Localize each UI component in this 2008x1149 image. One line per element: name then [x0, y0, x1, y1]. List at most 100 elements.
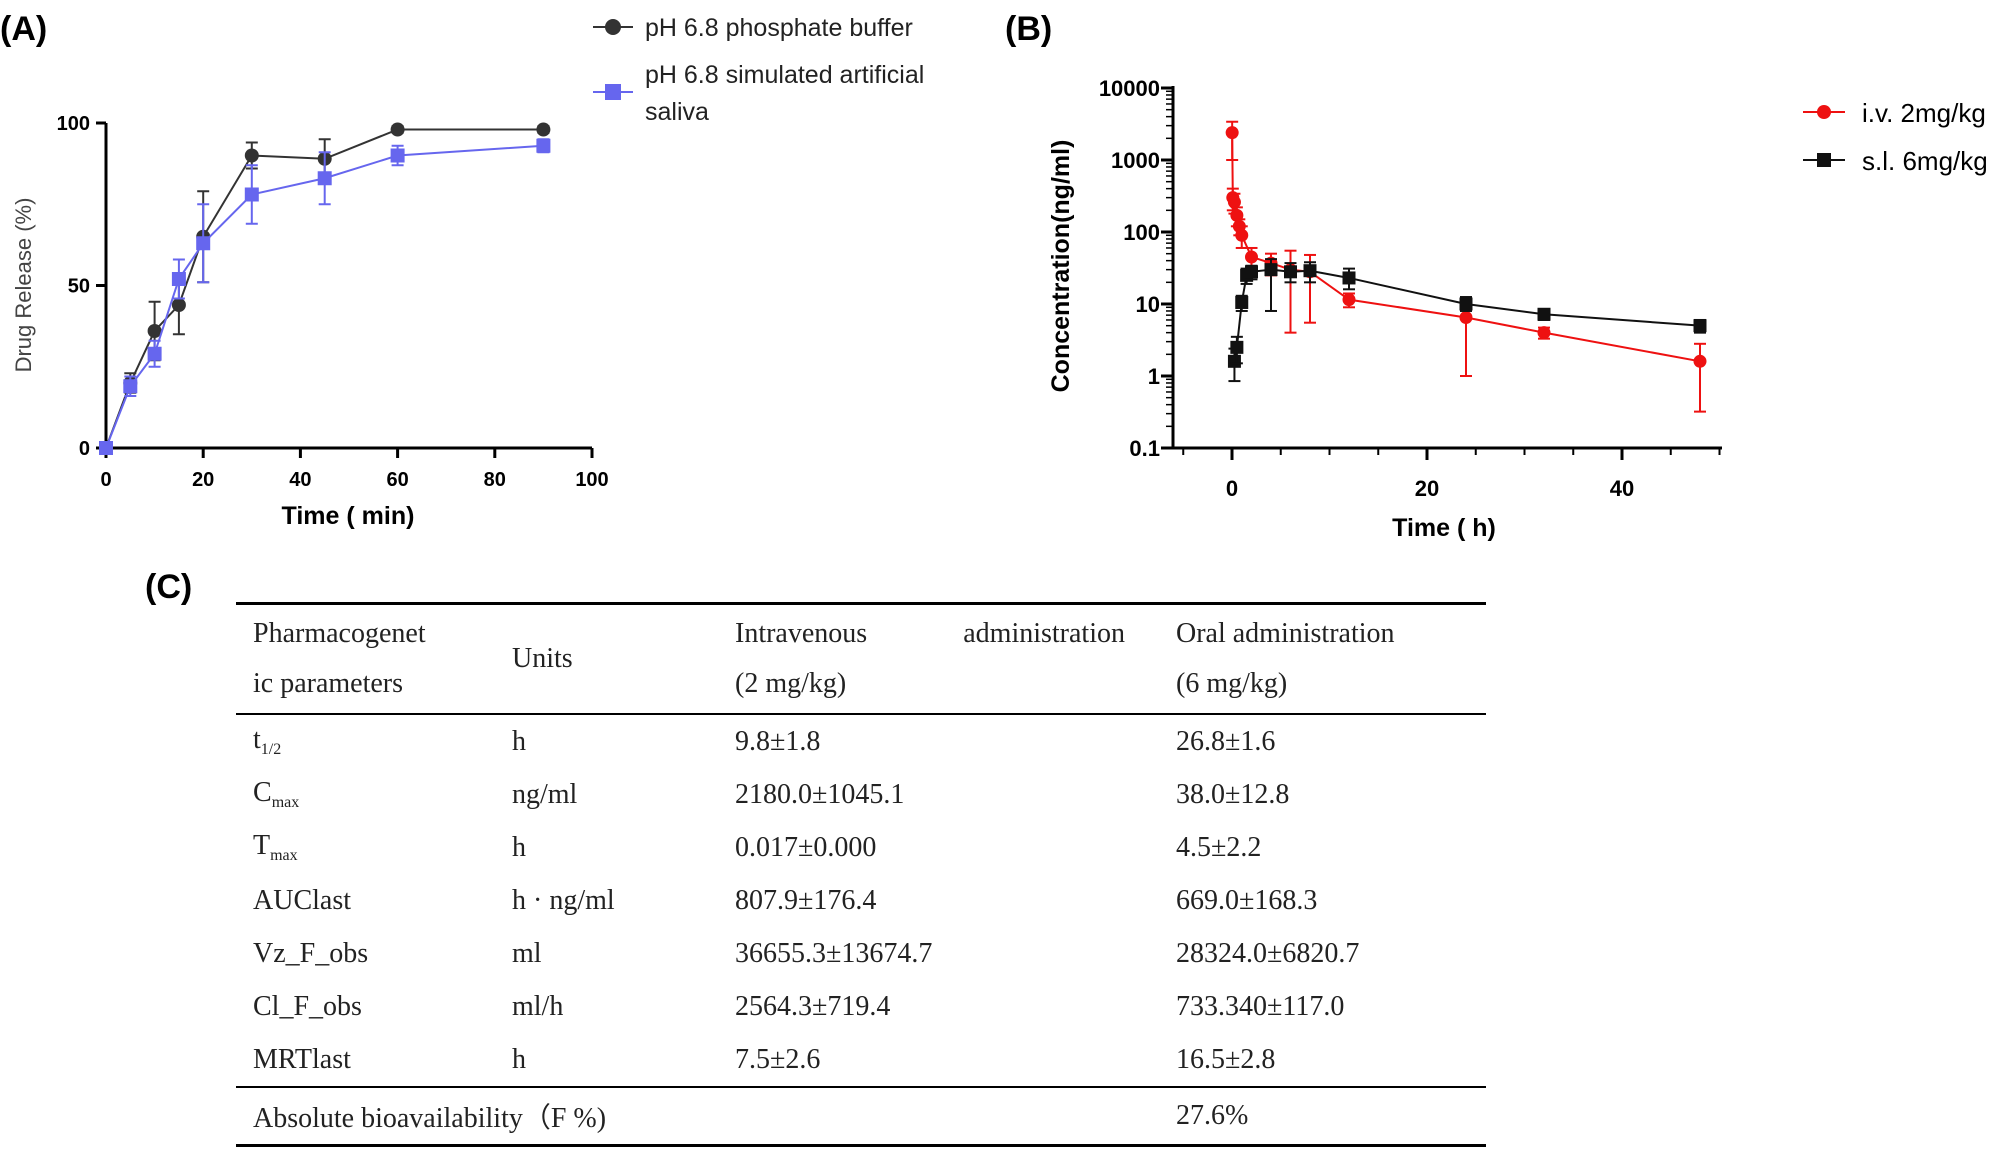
- header-param-line1: Pharmacogenet: [253, 618, 426, 649]
- chart-b-y-tick-label: 100: [1123, 220, 1160, 245]
- legend-b-marker-iv: [1817, 105, 1831, 119]
- header-param-line2: ic parameters: [253, 668, 404, 699]
- chart-b-y-tick-label: 0.1: [1129, 436, 1160, 461]
- chart-a-x-tick-label: 20: [192, 469, 214, 491]
- chart-b-point: [1235, 295, 1249, 309]
- cell-iv: 9.8±1.8: [735, 725, 821, 757]
- header-oral: Oral administration (6 mg/kg): [1159, 603, 1486, 715]
- param-name: C: [253, 777, 272, 808]
- param-subscript: max: [271, 794, 300, 811]
- table-row: Vz_F_obs ml 36655.3±13674.7 28324.0±6820.7: [236, 927, 1486, 980]
- header-iv-line1-a: Intravenous: [735, 618, 868, 649]
- cell-iv: 36655.3±13674.7: [735, 937, 933, 969]
- cell-oral: 669.0±168.3: [1176, 884, 1318, 916]
- header-oral-line2: (6 mg/kg): [1176, 668, 1288, 699]
- chart-a-point: [317, 171, 332, 186]
- chart-b-y-tick-label: 1000: [1111, 148, 1160, 173]
- cell-param: AUClast: [236, 874, 495, 927]
- header-iv-line2: (2 mg/kg): [735, 668, 847, 699]
- param-name: Cl_F_obs: [253, 990, 362, 1022]
- chart-a-drug-release: Drug Release (%) Time ( min) 0 20 40 60 80 10…: [11, 113, 609, 530]
- chart-b-point: [1693, 319, 1707, 333]
- table-header-row: Pharmacogenet ic parameters Units Intrav…: [236, 603, 1486, 715]
- legend-a-marker-pbs: [605, 19, 621, 35]
- header-oral-line1: Oral administration: [1176, 618, 1395, 649]
- chart-b-y-tick-label: 10000: [1099, 76, 1160, 101]
- cell-oral: 16.5±2.8: [1159, 1033, 1486, 1088]
- cell-oral: 26.8±1.6: [1176, 725, 1276, 757]
- chart-a-point: [536, 122, 551, 137]
- cell-units: ng/ml: [512, 778, 578, 810]
- header-iv-line1-b: administration: [963, 618, 1125, 649]
- chart-a-point: [536, 138, 551, 153]
- header-iv-line1: Intravenous administration: [735, 609, 1125, 659]
- cell-units: h: [512, 725, 526, 757]
- table-row: Cmax ng/ml 2180.0±1045.1 38.0±12.8: [236, 768, 1486, 821]
- cell-oral: 38.0±12.8: [1176, 778, 1290, 810]
- chart-b-y-tick-label: 10: [1136, 292, 1160, 317]
- legend-b-label-sl: s.l. 6mg/kg: [1862, 146, 1988, 176]
- cell-param: Vz_F_obs: [236, 927, 495, 980]
- chart-b-point: [1537, 326, 1551, 340]
- chart-a-point: [171, 272, 186, 286]
- cell-oral: 4.5±2.2: [1176, 831, 1262, 863]
- legend-a-marker-saliva: [605, 84, 621, 100]
- chart-a-y-label: Drug Release (%): [11, 198, 36, 373]
- chart-a-point: [99, 441, 113, 455]
- chart-a-x-label: Time ( min): [282, 502, 415, 530]
- chart-a-y-tick-label: 0: [79, 438, 90, 460]
- chart-a-x-tick-label: 80: [484, 469, 506, 491]
- cell-iv: 2180.0±1045.1: [735, 778, 905, 810]
- param-name: MRTlast: [253, 1043, 351, 1075]
- legend-b-label-iv: i.v. 2mg/kg: [1862, 98, 1986, 128]
- chart-a-x-tick-label: 100: [575, 469, 608, 491]
- cell-iv: 2564.3±719.4: [735, 990, 891, 1022]
- chart-b-point: [1459, 297, 1473, 311]
- cell-iv: 807.9±176.4: [735, 884, 877, 916]
- chart-b-y-tick-label: 1: [1148, 364, 1160, 389]
- chart-a-point: [171, 298, 186, 312]
- header-param: Pharmacogenet ic parameters: [236, 603, 495, 715]
- table-row: t1/2 h 9.8±1.8 26.8±1.6: [236, 714, 1486, 768]
- chart-b-legend: i.v. 2mg/kg s.l. 6mg/kg: [1803, 98, 1988, 176]
- pk-parameters-table: Pharmacogenet ic parameters Units Intrav…: [236, 602, 1486, 1147]
- chart-b-point: [1284, 265, 1297, 279]
- cell-param: Cmax: [236, 768, 495, 821]
- chart-a-legend: pH 6.8 phosphate buffer pH 6.8 simulated…: [593, 14, 924, 126]
- panel-label-c: (C): [145, 568, 192, 606]
- chart-b-point: [1693, 354, 1707, 368]
- chart-a-point: [390, 122, 405, 137]
- cell-units: h: [512, 831, 526, 863]
- table-footer-row: Absolute bioavailability（F %) 27.6%: [236, 1087, 1486, 1146]
- panel-label-b: (B): [1005, 10, 1052, 48]
- chart-a-point: [123, 379, 138, 394]
- cell-units: ml/h: [512, 990, 564, 1022]
- param-subscript: max: [270, 847, 298, 864]
- header-units: Units: [495, 603, 718, 715]
- legend-a-label-saliva-2: saliva: [645, 98, 709, 126]
- legend-b-marker-sl: [1817, 153, 1831, 167]
- chart-b-point: [1227, 354, 1241, 368]
- param-name: t: [253, 724, 261, 755]
- legend-a-label-saliva-1: pH 6.8 simulated artificial: [645, 61, 924, 89]
- table-row: Tmax h 0.017±0.000 4.5±2.2: [236, 821, 1486, 874]
- chart-a-x-tick-label: 0: [100, 469, 111, 491]
- header-iv: Intravenous administration (2 mg/kg): [718, 603, 1159, 715]
- chart-a-y-tick-label: 100: [57, 113, 90, 135]
- cell-iv: 0.017±0.000: [735, 831, 877, 863]
- cell-param: MRTlast: [236, 1033, 495, 1088]
- cell-oral: 28324.0±6820.7: [1176, 937, 1360, 969]
- cell-units: h: [495, 1033, 718, 1088]
- table-row: Cl_F_obs ml/h 2564.3±719.4 733.340±117.0: [236, 980, 1486, 1033]
- chart-a-point: [196, 236, 211, 251]
- chart-b-y-label: Concentration(ng/ml): [1047, 140, 1075, 393]
- param-name: AUClast: [253, 884, 351, 916]
- table-row: MRTlast h 7.5±2.6 16.5±2.8: [236, 1033, 1486, 1088]
- chart-b-x-tick-label: 0: [1226, 476, 1238, 501]
- chart-b-point: [1225, 126, 1239, 140]
- chart-b-point: [1459, 310, 1473, 324]
- chart-b-point: [1245, 250, 1258, 264]
- chart-b-point: [1342, 271, 1356, 285]
- cell-iv: 7.5±2.6: [718, 1033, 1159, 1088]
